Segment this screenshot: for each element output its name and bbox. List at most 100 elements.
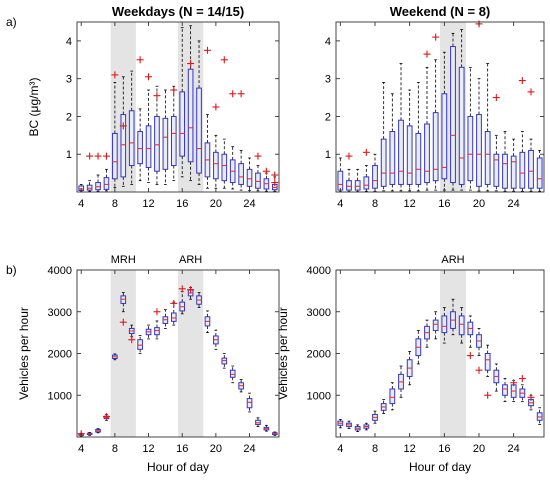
box-iqr — [103, 177, 110, 190]
box-iqr — [502, 153, 508, 189]
box-iqr — [519, 151, 526, 189]
x-tick-label: 4 — [337, 443, 343, 455]
box-iqr — [467, 115, 474, 182]
x-tick-label: 20 — [210, 198, 222, 210]
box-21 — [221, 353, 228, 369]
box-18 — [458, 29, 465, 191]
x-tick-label: 24 — [508, 443, 520, 455]
outlier-marker — [111, 71, 119, 79]
box-iqr — [441, 315, 448, 334]
outlier-marker — [170, 86, 178, 94]
box-5 — [346, 168, 352, 193]
outlier-marker — [136, 56, 144, 64]
outlier-marker — [527, 393, 535, 401]
box-iqr — [221, 153, 228, 182]
box-16 — [441, 307, 448, 344]
box-24 — [246, 392, 253, 413]
box-20 — [476, 78, 482, 192]
box-iqr — [238, 163, 244, 185]
outlier-marker — [475, 366, 483, 374]
chart-title: Weekdays (N = 14/15) — [112, 4, 244, 19]
outlier-marker — [178, 285, 186, 293]
box-iqr — [415, 132, 422, 185]
box-13 — [154, 320, 160, 340]
box-22 — [229, 365, 236, 384]
box-25 — [255, 165, 261, 192]
outlier-marker — [119, 122, 127, 130]
box-iqr — [432, 112, 439, 182]
outlier-marker — [102, 152, 110, 160]
box-iqr — [510, 155, 517, 189]
box-iqr — [398, 119, 404, 185]
chart-panel-4: 4 8 12 16 20 24 1000 2000 3000 4000 Vehicles per h… — [276, 254, 545, 474]
outlier-marker — [187, 286, 195, 294]
y-axis-label: Vehicles per hour — [276, 307, 290, 400]
x-tick-label: 8 — [112, 198, 118, 210]
y-tick-label: 4000 — [307, 265, 331, 277]
box-iqr — [476, 114, 482, 187]
y-tick-label: 1000 — [48, 390, 72, 402]
box-22 — [229, 146, 236, 190]
box-iqr — [137, 339, 143, 350]
rush-hour-label: ARH — [179, 254, 202, 266]
box-25 — [519, 131, 526, 192]
box-12 — [145, 324, 152, 340]
x-tick-label: 8 — [372, 198, 378, 210]
box-iqr — [346, 180, 352, 191]
y-axis-label: BC (μg/m³) — [27, 78, 41, 137]
box-25 — [255, 417, 261, 427]
box-17 — [450, 298, 456, 336]
y-tick-label: 2 — [66, 111, 72, 123]
x-tick-label: 20 — [210, 443, 222, 455]
box-13 — [154, 85, 160, 185]
axes-frame — [76, 21, 280, 193]
box-10 — [389, 93, 396, 192]
y-tick-label: 1000 — [307, 390, 331, 402]
x-tick-label: 16 — [176, 443, 188, 455]
box-20 — [213, 134, 219, 189]
outlier-marker — [254, 152, 262, 160]
x-tick-label: 4 — [78, 198, 84, 210]
box-9 — [120, 292, 127, 313]
outlier-marker — [271, 179, 279, 187]
y-tick-label: 2000 — [307, 349, 331, 361]
box-iqr — [389, 131, 396, 185]
box-iqr — [246, 168, 253, 187]
x-tick-label: 16 — [438, 443, 450, 455]
outlier-marker — [170, 299, 178, 307]
outlier-marker — [466, 352, 474, 360]
x-tick-label: 24 — [243, 443, 255, 455]
outlier-marker — [153, 308, 161, 316]
box-14 — [162, 89, 169, 185]
y-tick-label: 4 — [66, 36, 72, 48]
box-iqr — [528, 149, 534, 189]
outlier-marker — [518, 375, 526, 383]
outlier-marker — [510, 379, 518, 387]
axes-frame — [335, 21, 545, 193]
y-tick-label: 3000 — [48, 307, 72, 319]
box-8 — [112, 82, 118, 188]
box-11 — [137, 335, 143, 354]
box-iqr — [154, 327, 160, 336]
box-23 — [502, 378, 508, 402]
x-tick-label: 20 — [473, 443, 485, 455]
outlier-marker — [187, 60, 195, 68]
box-21 — [221, 138, 228, 189]
box-8 — [372, 410, 378, 424]
box-6 — [95, 174, 101, 192]
box-26 — [263, 424, 270, 432]
outlier-marker — [345, 152, 353, 160]
y-tick-label: 4000 — [48, 265, 72, 277]
box-7 — [363, 422, 370, 431]
box-11 — [398, 365, 404, 398]
box-23 — [238, 150, 244, 191]
x-axis-label: Hour of day — [147, 460, 209, 474]
panel-label: a) — [6, 15, 17, 29]
y-tick-label: 4 — [325, 36, 331, 48]
outlier-marker — [145, 73, 153, 81]
x-tick-label: 12 — [142, 198, 154, 210]
box-21 — [484, 63, 491, 192]
box-20 — [476, 328, 482, 356]
